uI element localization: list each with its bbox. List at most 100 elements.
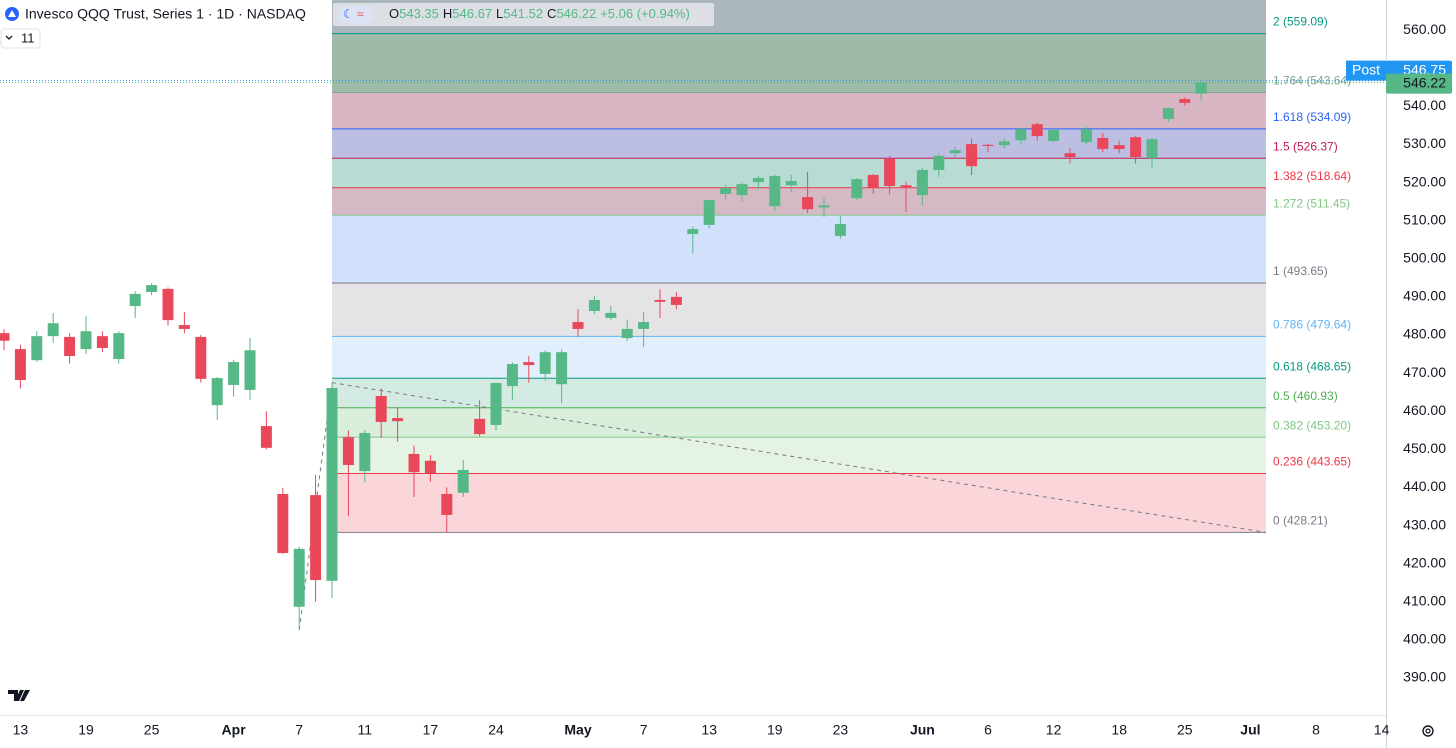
candle-body — [851, 179, 863, 199]
indicator-button[interactable] — [0, 28, 41, 49]
approx-icon: ≈ — [357, 7, 364, 21]
x-tick-label: Jun — [910, 722, 935, 738]
ohlc-legend: O543.35 H546.67 L541.52 C546.22 +5.06 (+0.94… — [389, 6, 690, 21]
candle-body — [14, 349, 26, 380]
ohlc-value: 541.52 — [503, 6, 543, 21]
candle-body — [1080, 129, 1092, 143]
candle-body — [556, 352, 568, 385]
candle-body — [1031, 124, 1043, 137]
candle-body — [228, 362, 240, 385]
candle-body — [621, 328, 633, 339]
fib-label: 0.786 (479.64) — [1273, 318, 1351, 332]
candle-body — [260, 426, 272, 448]
candle-body — [342, 437, 354, 465]
candle-body — [408, 453, 420, 473]
candle-body — [244, 350, 256, 390]
fib-band — [332, 378, 1266, 408]
candle-body — [769, 176, 781, 207]
y-tick-label: 500.00 — [1403, 249, 1446, 265]
candle-body — [539, 352, 551, 374]
fib-band — [332, 187, 1266, 216]
candle-body — [802, 197, 814, 210]
y-tick-label: 540.00 — [1403, 97, 1446, 113]
y-tick-label: 440.00 — [1403, 478, 1446, 494]
candle-body — [474, 418, 486, 435]
x-tick-label: 25 — [1177, 722, 1193, 738]
candle-body — [424, 460, 436, 473]
symbol-logo-mark — [8, 10, 16, 17]
plot-area: 0 (428.21) 0.236 (443.65) 0.382 (453.20) 0.… — [0, 0, 1386, 631]
candle-body — [375, 395, 387, 422]
candle-body — [359, 432, 371, 472]
fib-band — [332, 437, 1266, 474]
fib-label: 0 (428.21) — [1273, 514, 1328, 528]
candle-body — [605, 312, 617, 318]
tv-logo[interactable] — [8, 690, 30, 701]
fib-band — [332, 215, 1266, 283]
x-tick-label: 7 — [295, 722, 303, 738]
y-tick-label: 530.00 — [1403, 135, 1446, 151]
fib-band — [332, 473, 1266, 533]
x-tick-label: 18 — [1111, 722, 1127, 738]
ohlc-value: 546.22 — [556, 6, 596, 21]
candle-body — [80, 331, 92, 350]
fib-label: 0.236 (443.65) — [1273, 455, 1351, 469]
candle-body — [1146, 139, 1158, 159]
candle-body — [1195, 82, 1207, 94]
settings-icon-center — [1425, 728, 1431, 734]
post-label-badge — [1346, 60, 1386, 81]
x-tick-label: May — [564, 722, 591, 738]
candle-body — [277, 493, 289, 554]
candle-body — [310, 495, 322, 581]
last-price-badge — [1386, 73, 1452, 94]
candle-body — [834, 224, 846, 236]
moon-icon: ☾ — [343, 7, 354, 21]
candle-body — [867, 174, 879, 188]
indicator-count[interactable]: 11 — [21, 30, 35, 45]
candle-body — [654, 299, 666, 302]
fib-band — [332, 33, 1266, 93]
fib-band — [332, 336, 1266, 379]
candle-body — [687, 229, 699, 235]
fib-band — [332, 158, 1266, 188]
candle-body — [195, 336, 207, 379]
settings-icon[interactable] — [1422, 725, 1434, 737]
x-tick-label: 17 — [423, 722, 439, 738]
y-tick-label: 430.00 — [1403, 516, 1446, 532]
fib-label: 1.618 (534.09) — [1273, 110, 1351, 124]
fib-label: 0.382 (453.20) — [1273, 418, 1351, 432]
candle-body — [670, 296, 682, 305]
y-tick-label: 390.00 — [1403, 669, 1446, 685]
fib-band — [332, 282, 1266, 337]
x-tick-label: 8 — [1312, 722, 1320, 738]
y-tick-label: 480.00 — [1403, 326, 1446, 342]
y-tick-label: 520.00 — [1403, 173, 1446, 189]
ohlc-change: +5.06 (+0.94%) — [600, 6, 690, 21]
candle-body — [998, 141, 1010, 146]
ohlc-key: O — [389, 6, 399, 21]
candle-body — [1162, 108, 1174, 119]
candle-body — [441, 493, 453, 515]
candle-body — [884, 158, 896, 186]
candle-body — [933, 155, 945, 170]
candle-body — [392, 418, 404, 422]
chart-title: Invesco QQQ Trust, Series 1 · 1D · NASDA… — [25, 6, 306, 22]
candle-body — [457, 469, 469, 493]
candle-body — [982, 144, 994, 146]
candle-body — [966, 144, 978, 167]
chevron-icon — [5, 35, 13, 40]
candle-body — [703, 200, 715, 225]
fib-label: 1 (493.65) — [1273, 264, 1328, 278]
legend-box — [333, 3, 714, 26]
candle-body — [31, 336, 43, 361]
fib-trend-line — [331, 382, 1267, 533]
candle-body — [178, 325, 190, 329]
y-tick-label: 560.00 — [1403, 21, 1446, 37]
y-tick-label: 490.00 — [1403, 288, 1446, 304]
candle-body — [638, 322, 650, 329]
fib-band — [332, 92, 1266, 129]
candle-body — [490, 383, 502, 425]
candle-body — [506, 363, 518, 387]
fib-label: 1.764 (543.64) — [1273, 74, 1351, 88]
session-toggle[interactable] — [338, 6, 374, 23]
